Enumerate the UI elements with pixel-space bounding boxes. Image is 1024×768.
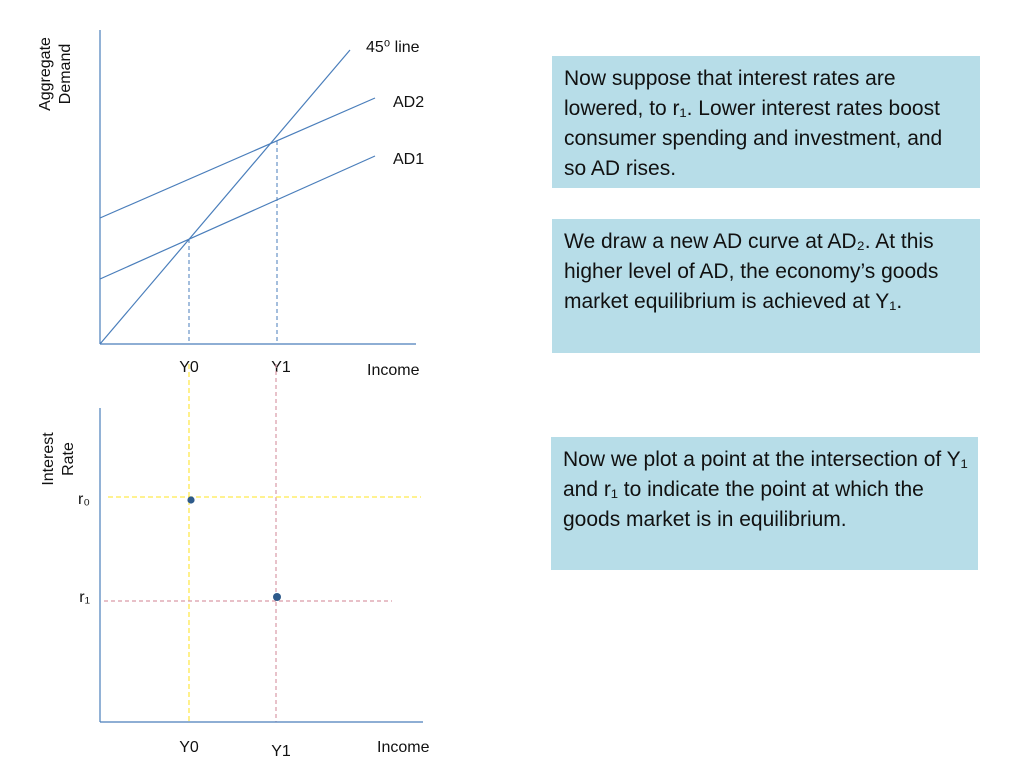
bottom-tick-y0: Y0 (179, 739, 199, 756)
ad2-curve (99, 97, 376, 219)
equilibrium-point-y1-r1 (273, 593, 281, 601)
note-plot-point: Now we plot a point at the intersection … (551, 437, 978, 570)
note-new-ad-curve: We draw a new AD curve at AD₂. At this h… (552, 219, 980, 353)
ad-income-chart: 45⁰ line AD2 AD1 Y0 Y1 Income Aggregate … (37, 30, 424, 379)
top-x-axis-title: Income (367, 362, 420, 379)
ad1-curve (99, 155, 376, 280)
note-interest-rates-lowered: Now suppose that interest rates are lowe… (552, 56, 980, 188)
ad2-label: AD2 (393, 94, 424, 111)
line-45-degree (99, 49, 351, 345)
bottom-tick-r0: r₀ (78, 491, 90, 508)
top-tick-y1: Y1 (271, 359, 291, 376)
bottom-tick-y1: Y1 (271, 743, 291, 760)
bottom-x-axis-title: Income (377, 739, 430, 756)
bottom-y-axis-title-line-1: Interest (40, 432, 57, 486)
bottom-tick-r1: r₁ (79, 589, 90, 606)
line-45-label: 45⁰ line (366, 39, 420, 56)
ad1-label: AD1 (393, 151, 424, 168)
bottom-y-axis-title-line-2: Rate (60, 442, 77, 476)
equilibrium-point-y0-r0 (187, 496, 195, 504)
interest-income-chart: r₀ r₁ Y0 Y1 Income Interest Rate (40, 408, 430, 760)
top-y-axis-title-line-1: Aggregate (37, 37, 54, 111)
top-y-axis-title-line-2: Demand (57, 44, 74, 104)
